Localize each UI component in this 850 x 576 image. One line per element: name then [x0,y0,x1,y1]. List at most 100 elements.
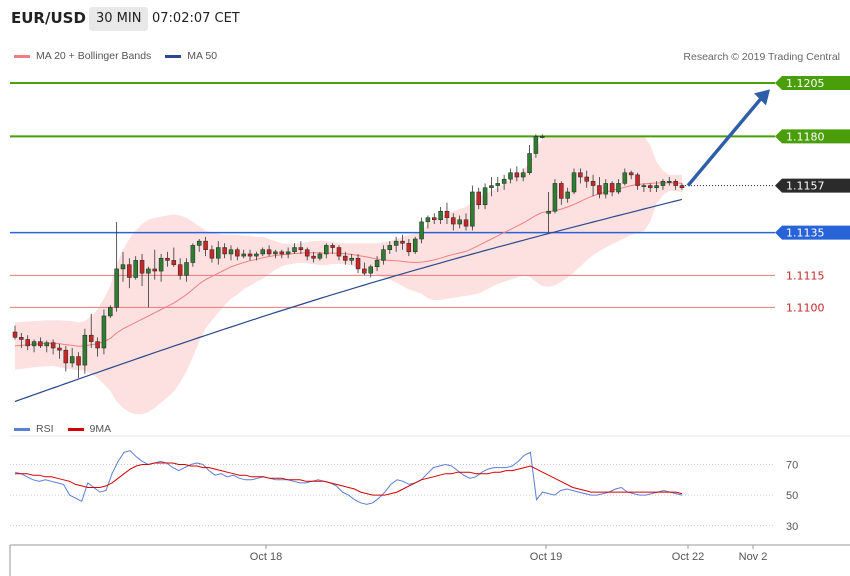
legend-bollinger: MA 20 + Bollinger Bands [14,50,151,62]
rsi-tick-2: 30 [786,521,798,533]
price-tag-3 [775,225,850,240]
candle-body-9 [69,356,75,364]
candle-body-67 [438,210,443,221]
candle-body-92 [597,185,602,195]
rsi-legend: RSI 9MA [14,423,125,435]
target-arrow-shaft [686,96,764,187]
time-tick-0: Oct 18 [250,551,282,563]
candle-body-85 [552,183,558,212]
price-tag-label-3: 1.1135 [786,227,825,240]
candle-body-52 [343,255,348,261]
candle-body-58 [381,249,386,261]
candle-body-77 [501,178,507,184]
candle-body-35 [235,249,240,257]
timeframe-button[interactable]: 30 MIN [89,7,149,31]
candle-body-72 [470,191,475,227]
candle-body-17 [120,264,126,270]
candle-body-34 [228,249,234,255]
candle-body-96 [622,172,628,184]
candle-body-13 [95,341,100,349]
candle-body-38 [254,253,259,257]
candle-body-39 [260,249,265,255]
rsi-panel: 70 50 30 [10,435,850,533]
price-tag-0 [775,75,850,90]
candle-body-82 [533,136,539,154]
candle-body-89 [578,172,583,178]
candle-body-62 [406,243,412,253]
candle-body-30 [203,240,208,250]
candle-body-21 [146,268,151,274]
candle-body-79 [514,172,520,178]
candle-body-41 [273,251,278,255]
rsi-tick-1: 50 [786,490,798,502]
candle-body-26 [177,264,183,276]
legend-rsi-item: RSI [14,423,54,435]
candle-body-88 [571,172,577,193]
candle-body-14 [101,315,107,349]
candle-body-68 [444,210,450,218]
candle-body-104 [673,181,678,186]
candle-body-24 [165,257,170,261]
candle-body-93 [603,183,609,195]
candle-body-100 [647,185,653,188]
candle-body-98 [635,174,640,186]
candle-body-37 [247,253,253,257]
candle-body-76 [495,183,501,186]
candle-body-25 [171,260,177,265]
candle-body-97 [628,172,634,176]
candle-body-94 [609,183,615,193]
candle-body-73 [476,191,481,206]
candle-body-28 [190,245,196,263]
candle-body-75 [489,185,494,188]
candle-body-65 [425,217,431,223]
candle-body-63 [412,238,418,253]
candle-body-7 [57,347,62,351]
candle-body-81 [527,153,532,173]
candle-body-8 [63,349,69,364]
candle-body-20 [139,260,145,274]
candle-body-11 [82,334,88,366]
bollinger-band [15,136,682,415]
time-tick-3: Nov 2 [739,551,768,563]
price-tag-1 [775,129,850,144]
rsi-ma-line [15,462,683,496]
candle-body-4 [38,341,43,347]
candle-body-48 [317,253,323,259]
candle-body-47 [311,255,316,259]
candle-body-46 [304,249,310,257]
ma20-line [14,182,683,347]
candle-body-32 [216,247,221,259]
candle-body-56 [368,266,373,274]
candle-body-86 [559,183,564,199]
candle-body-50 [330,245,335,248]
candle-body-12 [88,334,94,342]
moving-averages [14,182,683,403]
candle-body-49 [324,245,329,255]
candle-body-102 [660,181,666,186]
candle-body-5 [44,342,50,347]
candle-body-18 [127,264,132,278]
time-tick-2: Oct 22 [672,551,704,563]
candle-body-84 [546,210,551,214]
rsi-line [14,450,683,505]
candle-body-10 [76,356,81,366]
price-tag-2 [775,178,850,193]
candle-body-22 [152,268,158,272]
bollinger-swatch [14,54,30,58]
time-tick-1: Oct 19 [530,551,562,563]
candle-body-80 [520,172,526,178]
candle-body-0 [12,331,18,338]
candle-body-29 [196,240,202,246]
candle-body-101 [654,185,659,188]
candles [12,134,685,378]
symbol-label: EUR/USD [11,9,86,27]
candle-body-83 [539,136,545,138]
candle-body-105 [679,185,685,188]
candle-body-23 [158,257,164,272]
candle-body-55 [362,268,367,274]
main-legend: MA 20 + Bollinger Bands MA 50 [14,50,231,62]
ma50-line [14,198,683,403]
candle-body-61 [400,240,405,244]
legend-ma9-item: 9MA [67,423,111,435]
